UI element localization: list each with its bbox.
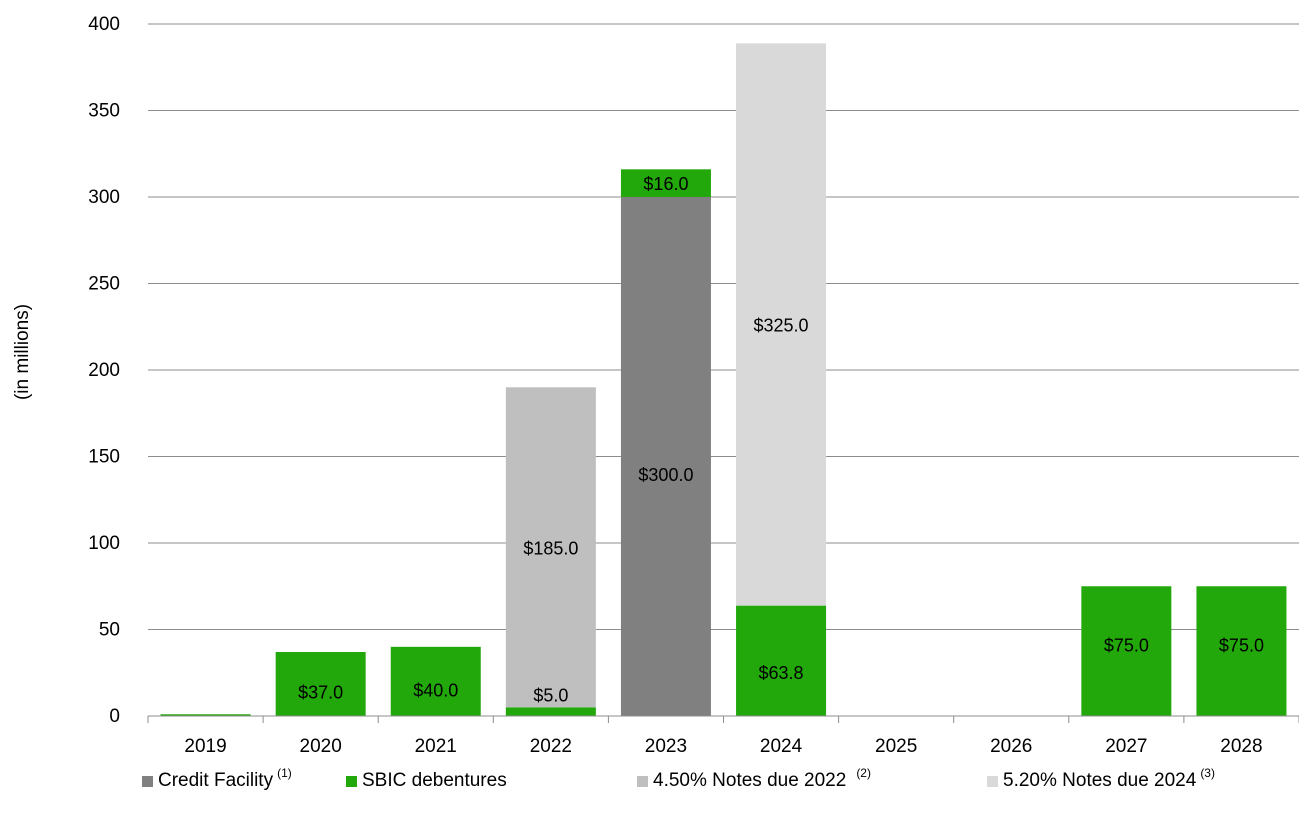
bar-segment	[390, 646, 481, 716]
x-tick-label: 2021	[415, 736, 457, 757]
data-label: $37.0	[298, 683, 343, 703]
legend-item-sbic-debentures: SBIC debentures	[346, 770, 507, 792]
bar-segment	[505, 387, 596, 708]
x-tick-label: 2026	[990, 736, 1032, 757]
bar-segment	[160, 714, 251, 716]
legend-label: SBIC debentures	[362, 770, 507, 791]
x-tick-label: 2022	[530, 736, 572, 757]
data-label: $300.0	[638, 465, 693, 485]
data-label: $5.0	[533, 685, 568, 705]
y-tick-label: 250	[88, 274, 120, 295]
x-tick-label: 2028	[1220, 736, 1262, 757]
y-tick-label: 150	[88, 447, 120, 468]
legend-item-notes-2022: 4.50% Notes due 2022 (2)	[637, 766, 871, 792]
x-tick-label: 2027	[1105, 736, 1147, 757]
data-label: $16.0	[643, 174, 688, 194]
y-tick-label: 400	[88, 14, 120, 35]
x-tick-label: 2024	[760, 736, 803, 757]
y-tick-label: 0	[109, 706, 120, 727]
data-label: $63.8	[759, 663, 804, 683]
legend-footnote: (1)	[277, 766, 292, 780]
x-tick-label: 2025	[875, 736, 917, 757]
legend-swatch	[142, 775, 153, 787]
bar-segment	[275, 651, 366, 716]
legend-swatch	[637, 775, 648, 787]
data-label: $40.0	[413, 681, 458, 701]
data-labels: $37.0 $40.0 $5.0 $185.0 $300.0 $16.0 $63.8 $325…	[298, 174, 1264, 705]
bar-segment	[505, 707, 596, 716]
y-tick-label: 100	[88, 533, 120, 554]
legend-swatch	[346, 775, 357, 787]
y-tick-label: 300	[88, 187, 120, 208]
data-label: $75.0	[1104, 636, 1149, 656]
legend-item-notes-2024: 5.20% Notes due 2024 (3)	[987, 766, 1215, 792]
bar-segment	[1196, 586, 1287, 716]
legend-footnote: (2)	[856, 766, 871, 780]
legend-footnote: (3)	[1200, 766, 1215, 780]
legend-item-credit-facility: Credit Facility (1)	[142, 766, 292, 792]
legend-swatch	[987, 775, 998, 787]
legend-label: Credit Facility	[158, 770, 274, 791]
x-tick-label: 2019	[184, 736, 226, 757]
y-axis-title: (in millions)	[12, 304, 33, 400]
gridlines	[148, 23, 1299, 630]
legend: Credit Facility (1) SBIC debentures 4.50…	[0, 766, 1299, 810]
legend-label: 5.20% Notes due 2024	[1003, 770, 1197, 791]
bar-segment	[1081, 586, 1172, 716]
y-tick-label: 200	[88, 360, 120, 381]
x-tick-label: 2023	[645, 736, 687, 757]
y-tick-label: 50	[99, 620, 120, 641]
data-label: $185.0	[523, 538, 578, 558]
data-label: $325.0	[754, 316, 809, 336]
bar-segment	[620, 197, 711, 716]
bar-segment	[620, 169, 711, 197]
y-tick-label: 350	[88, 101, 120, 122]
bar-segment	[736, 43, 827, 606]
bar-segment	[736, 605, 827, 716]
x-tick-label: 2020	[300, 736, 342, 757]
bars	[160, 43, 1287, 716]
data-label: $75.0	[1219, 636, 1264, 656]
axes: 0 50 100 150 200 250 300 350 400 2019 2020 2021 2022…	[88, 14, 1299, 757]
legend-label: 4.50% Notes due 2022	[653, 770, 847, 791]
